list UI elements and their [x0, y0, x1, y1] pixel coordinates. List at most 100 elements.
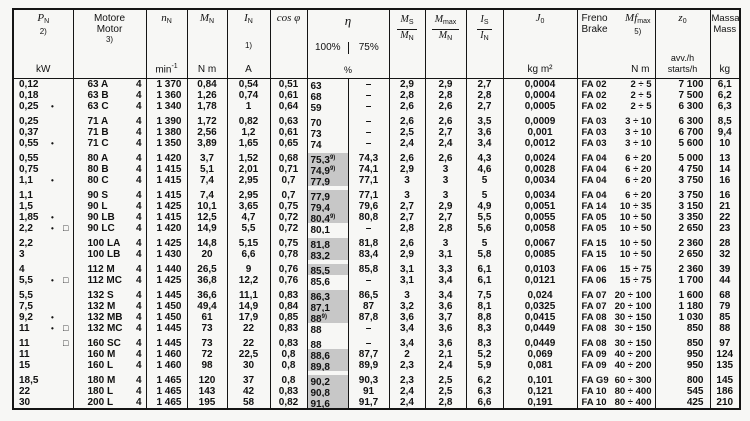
- cell-starting-current-ratio: 6,6: [465, 397, 503, 409]
- col-header-speed: nN min-1: [145, 9, 187, 79]
- cell-starting-current-ratio: 5,5: [465, 212, 503, 223]
- cell-eta-75: 87,8: [347, 312, 389, 323]
- cell-brake: FA 10 80 ÷ 400: [576, 397, 655, 409]
- group-spacer-row: [12, 334, 740, 338]
- cell-starting-current-ratio: 5,6: [465, 223, 503, 234]
- cell-cosphi: 0,7: [269, 175, 307, 186]
- cell-eta-100: 79,4: [306, 201, 348, 212]
- cell-starting-torque-ratio: 2,3: [388, 375, 425, 386]
- cell-current: 2,95: [226, 175, 270, 186]
- cell-starts-per-hour: 1 700: [654, 275, 710, 286]
- cell-starts-per-hour: 3 750: [654, 175, 710, 186]
- group-spacer-row: [12, 371, 740, 375]
- cell-starting-torque-ratio: 2,8: [388, 90, 425, 101]
- cell-eta-100: 77,9: [306, 175, 348, 186]
- cell-eta-75: 77,1: [347, 175, 389, 186]
- cell-brake: FA 05 10 ÷ 50: [576, 223, 655, 234]
- footnote-9: 9): [329, 166, 336, 172]
- cell-starts-per-hour: 1 180: [654, 301, 710, 312]
- poles-count: 4: [135, 312, 142, 323]
- table-row: 2,2 100 LA 4 1 425 14,8 5,15 0,75 81,8 81…: [12, 238, 740, 249]
- cell-brake: FA 08 30 ÷ 150: [576, 323, 655, 334]
- cell-speed: 1 380: [145, 127, 187, 138]
- cell-max-torque-ratio: 2,9: [424, 201, 466, 212]
- cell-starting-current-ratio: 3,5: [465, 116, 503, 127]
- poles-count: 4: [135, 290, 142, 301]
- footnote-2: 2): [39, 27, 47, 36]
- cell-inertia: 0,0009: [502, 116, 577, 127]
- cell-brake: FA 15 10 ÷ 50: [576, 249, 655, 260]
- table-row: 2,2 • □ 90 LC 4 1 420 14,9 5,5 0,72 80,1 – …: [12, 223, 740, 234]
- cell-starting-torque-ratio: 3,4: [388, 338, 425, 349]
- cell-current: 5,5: [226, 223, 270, 234]
- cell-starts-per-hour: 3 150: [654, 201, 710, 212]
- cell-mass: 97: [709, 338, 740, 349]
- cell-eta-75: 74,3: [347, 153, 389, 164]
- cell-brake: FA G9 60 ÷ 300: [576, 375, 655, 386]
- cell-inertia: 0,121: [502, 386, 577, 397]
- cell-motor-size: 100 LA 4: [72, 238, 146, 249]
- cell-mass: 6,1: [709, 78, 740, 90]
- dot-mark: •: [51, 324, 54, 333]
- cell-cosphi: 0,83: [269, 290, 307, 301]
- cell-brake: FA 09 40 ÷ 200: [576, 349, 655, 360]
- cell-eta-75: –: [347, 127, 389, 138]
- cell-speed: 1 445: [145, 338, 187, 349]
- cell-mass: 88: [709, 323, 740, 334]
- cell-power: 18,5: [12, 375, 73, 386]
- cell-eta-100: 75,39): [306, 153, 348, 164]
- cell-starting-torque-ratio: 2,6: [388, 238, 425, 249]
- cell-starting-current-ratio: 2,7: [465, 101, 503, 112]
- cell-inertia: 0,0449: [502, 338, 577, 349]
- cell-eta-100: 70: [306, 116, 348, 127]
- cell-starting-current-ratio: 4,3: [465, 153, 503, 164]
- cell-power: 3: [12, 249, 73, 260]
- cell-cosphi: 0,72: [269, 223, 307, 234]
- square-mark: □: [63, 223, 69, 233]
- cell-speed: 1 465: [145, 386, 187, 397]
- cell-cosphi: 0,84: [269, 301, 307, 312]
- cell-starting-torque-ratio: 2,6: [388, 116, 425, 127]
- cell-mass: 10: [709, 138, 740, 149]
- cell-speed: 1 460: [145, 360, 187, 371]
- cell-starting-current-ratio: 5: [465, 190, 503, 201]
- cell-motor-size: 100 LB 4: [72, 249, 146, 260]
- footnote-9: 9): [321, 314, 327, 320]
- cell-cosphi: 0,61: [269, 90, 307, 101]
- poles-count: 4: [135, 360, 142, 371]
- cell-cosphi: 0,82: [269, 397, 307, 409]
- cell-inertia: 0,0415: [502, 312, 577, 323]
- cell-torque: 1,72: [186, 116, 227, 127]
- col-header-starts: z0 avv./h starts/h: [654, 9, 710, 79]
- cell-cosphi: 0,83: [269, 338, 307, 349]
- cell-current: 5,15: [226, 238, 270, 249]
- cell-starts-per-hour: 950: [654, 360, 710, 371]
- col-header-motor: Motore Motor 3): [72, 9, 146, 79]
- cell-eta-100: 89,8: [306, 360, 348, 371]
- cell-inertia: 0,0024: [502, 153, 577, 164]
- dot-mark: •: [51, 224, 54, 233]
- cell-eta-75: 85,8: [347, 264, 389, 275]
- cell-eta-100: 80,1: [306, 223, 348, 234]
- cell-eta-100: 88: [306, 323, 348, 334]
- cell-starting-torque-ratio: 2,6: [388, 101, 425, 112]
- group-spacer-row: [12, 112, 740, 116]
- cell-starting-current-ratio: 6,2: [465, 375, 503, 386]
- cell-cosphi: 0,7: [269, 190, 307, 201]
- cell-speed: 1 415: [145, 164, 187, 175]
- cell-current: 22: [226, 323, 270, 334]
- cell-starts-per-hour: 800: [654, 375, 710, 386]
